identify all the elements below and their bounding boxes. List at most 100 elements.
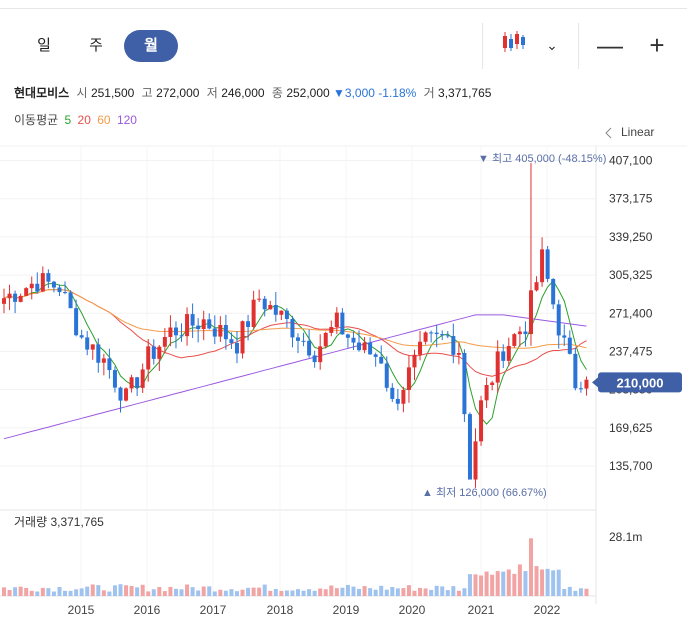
zoom-out-button[interactable]: — [597,30,623,60]
volume-bar [395,588,400,596]
candle-body [185,314,190,337]
volume-bar [517,564,522,596]
volume-bar [523,571,528,596]
volume-bar [124,585,129,596]
volume-bar [251,587,256,596]
candle-body [290,318,295,338]
volume-bar [185,584,190,596]
candle-body [251,299,256,327]
volume-bar [173,588,178,596]
volume-bar [13,587,18,596]
volume-bar [540,569,545,596]
candle-body [445,335,450,337]
x-tick-label: 2016 [134,603,161,617]
moving-average-label: 이동평균 [14,113,59,127]
volume-bar [368,588,373,596]
volume-bar [340,587,345,596]
volume-bar [429,589,434,596]
volume-bar [434,585,439,596]
current-price-pointer [592,377,598,388]
candle-body [90,344,95,350]
candle-body [551,278,556,305]
candle-body [423,332,428,342]
candle-body [345,334,350,338]
volume-bar [273,588,278,596]
candle-body [284,310,289,319]
volume-bar [534,566,539,596]
candle-body [501,351,506,361]
volume-bar [451,586,456,596]
y-tick-label: 271,400 [609,306,653,320]
candle-body [29,283,34,289]
volume-bar [423,588,428,596]
y-tick-label: 373,175 [609,192,653,206]
candle-body [340,312,345,335]
volume-bar [79,588,84,596]
candle-body [196,325,201,330]
candle-body [540,249,545,283]
candle-body [545,249,550,279]
volume-bar [506,569,511,596]
candle-body [456,353,461,355]
open-label: 시 [76,86,88,100]
tab-week[interactable]: 주 [89,37,103,54]
candle-body [107,358,112,371]
candle-body [412,354,417,368]
y-tick-label: 407,100 [609,154,653,168]
volume-bar [495,571,500,596]
volume-bar [246,587,251,596]
candle-body [35,283,40,292]
volume-bar [35,591,40,596]
current-price-badge [598,372,682,393]
y-tick-label: 135,700 [609,459,653,473]
zoom-in-button[interactable]: + [649,30,665,60]
tab-day[interactable]: 일 [37,37,51,54]
volume-bar [467,574,472,596]
candle-body [173,327,178,336]
volume-bar [528,538,533,596]
volume-bar [473,574,478,596]
moving-average-line [3,280,587,425]
tab-month[interactable]: 월 [124,30,178,62]
volume-bar [556,569,561,596]
candle-body [329,326,334,333]
candle-body [379,356,384,364]
candle-body [140,369,145,388]
toolbar-divider [482,23,483,69]
volume-bar [357,588,362,596]
volume-bar [551,570,556,596]
volume-bar [567,586,572,596]
candle-body [157,346,162,359]
volume-bar [190,587,195,596]
candlestick-icon[interactable] [498,29,528,61]
volume-bar [418,587,423,596]
candle-body [223,325,228,340]
volume-bar [223,590,228,596]
candle-body [534,282,539,291]
candle-body [528,290,533,335]
volume-bar [101,590,106,596]
candle-body [129,377,134,389]
candle-body [57,287,62,293]
x-tick-label: 2021 [468,603,495,617]
volume-bar [240,589,245,596]
volume-tick-label: 28.1m [609,530,642,544]
chevron-down-icon[interactable]: ⌄ [546,37,558,53]
volume-bar [501,571,506,596]
volume-bar [107,591,112,596]
volume-bar [312,590,317,596]
volume-bar [406,585,411,596]
change-value: ▼3,000 -1.18% [333,86,417,100]
volume-value: 3,371,765 [438,86,492,100]
volume-bar [584,588,589,596]
candle-body [124,388,129,401]
candle-body [246,321,251,327]
low-label: 저 [206,86,218,100]
candle-body [279,310,284,315]
volume-bar [562,589,567,596]
volume-bar [29,590,34,596]
candle-body [390,387,395,399]
volume-bar [440,586,445,596]
candle-body [229,339,234,343]
